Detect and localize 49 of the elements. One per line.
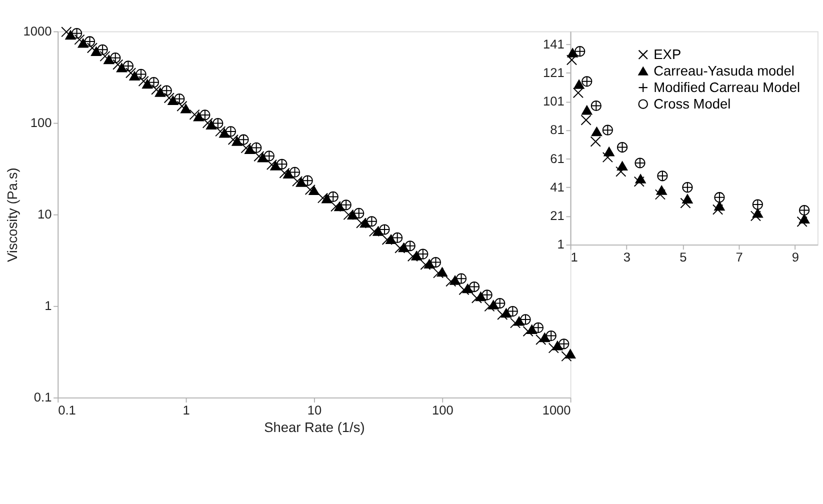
point xyxy=(635,174,646,184)
y-tick-label: 10 xyxy=(37,206,52,222)
x-axis-title: Shear Rate (1/s) xyxy=(264,420,365,435)
point xyxy=(602,152,613,163)
point xyxy=(616,166,626,177)
point xyxy=(799,214,810,224)
point xyxy=(680,198,691,208)
point xyxy=(654,189,666,200)
point xyxy=(567,48,578,58)
point xyxy=(752,208,763,218)
x-tick-label: 1 xyxy=(570,250,578,265)
y-tick-label: 121 xyxy=(543,64,564,80)
x-tick-label: 7 xyxy=(736,250,743,265)
y-tick-label: 0.1 xyxy=(34,390,52,405)
y-axis-title: Viscosity (Pa.s) xyxy=(4,168,20,262)
point xyxy=(574,80,584,89)
y-tick-label: 101 xyxy=(543,94,564,109)
y-tick-label: 21 xyxy=(550,208,564,224)
y-tick-label: 41 xyxy=(550,179,564,194)
point xyxy=(580,114,592,126)
legend-label: Modified Carreau Model xyxy=(654,80,800,96)
y-tick-label: 1000 xyxy=(23,23,52,38)
legend-label: Carreau-Yasuda model xyxy=(654,64,794,79)
point xyxy=(591,126,602,136)
y-tick-label: 100 xyxy=(30,114,52,130)
x-tick-label: 1 xyxy=(182,402,190,418)
point xyxy=(582,105,592,115)
point xyxy=(682,194,693,204)
x-tick-label: 5 xyxy=(680,250,687,265)
x-tick-label: 10 xyxy=(307,402,322,418)
point xyxy=(572,88,584,98)
x-tick-label: 9 xyxy=(792,250,800,265)
legend-label: Cross Model xyxy=(654,96,731,112)
x-tick-label: 3 xyxy=(623,250,631,265)
point xyxy=(714,201,725,211)
x-tick-label: 0.1 xyxy=(58,402,76,418)
x-tick-label: 100 xyxy=(432,402,454,418)
point xyxy=(590,136,601,147)
y-tick-label: 141 xyxy=(543,36,564,52)
y-tick-label: 61 xyxy=(550,150,564,166)
point xyxy=(566,54,578,66)
point xyxy=(634,176,644,187)
y-tick-label: 1 xyxy=(44,298,52,314)
y-tick-label: 81 xyxy=(550,122,564,138)
legend-label: EXP xyxy=(654,47,682,62)
point xyxy=(616,161,628,171)
point xyxy=(656,186,667,195)
y-tick-label: 1 xyxy=(557,236,564,252)
point xyxy=(604,146,614,156)
